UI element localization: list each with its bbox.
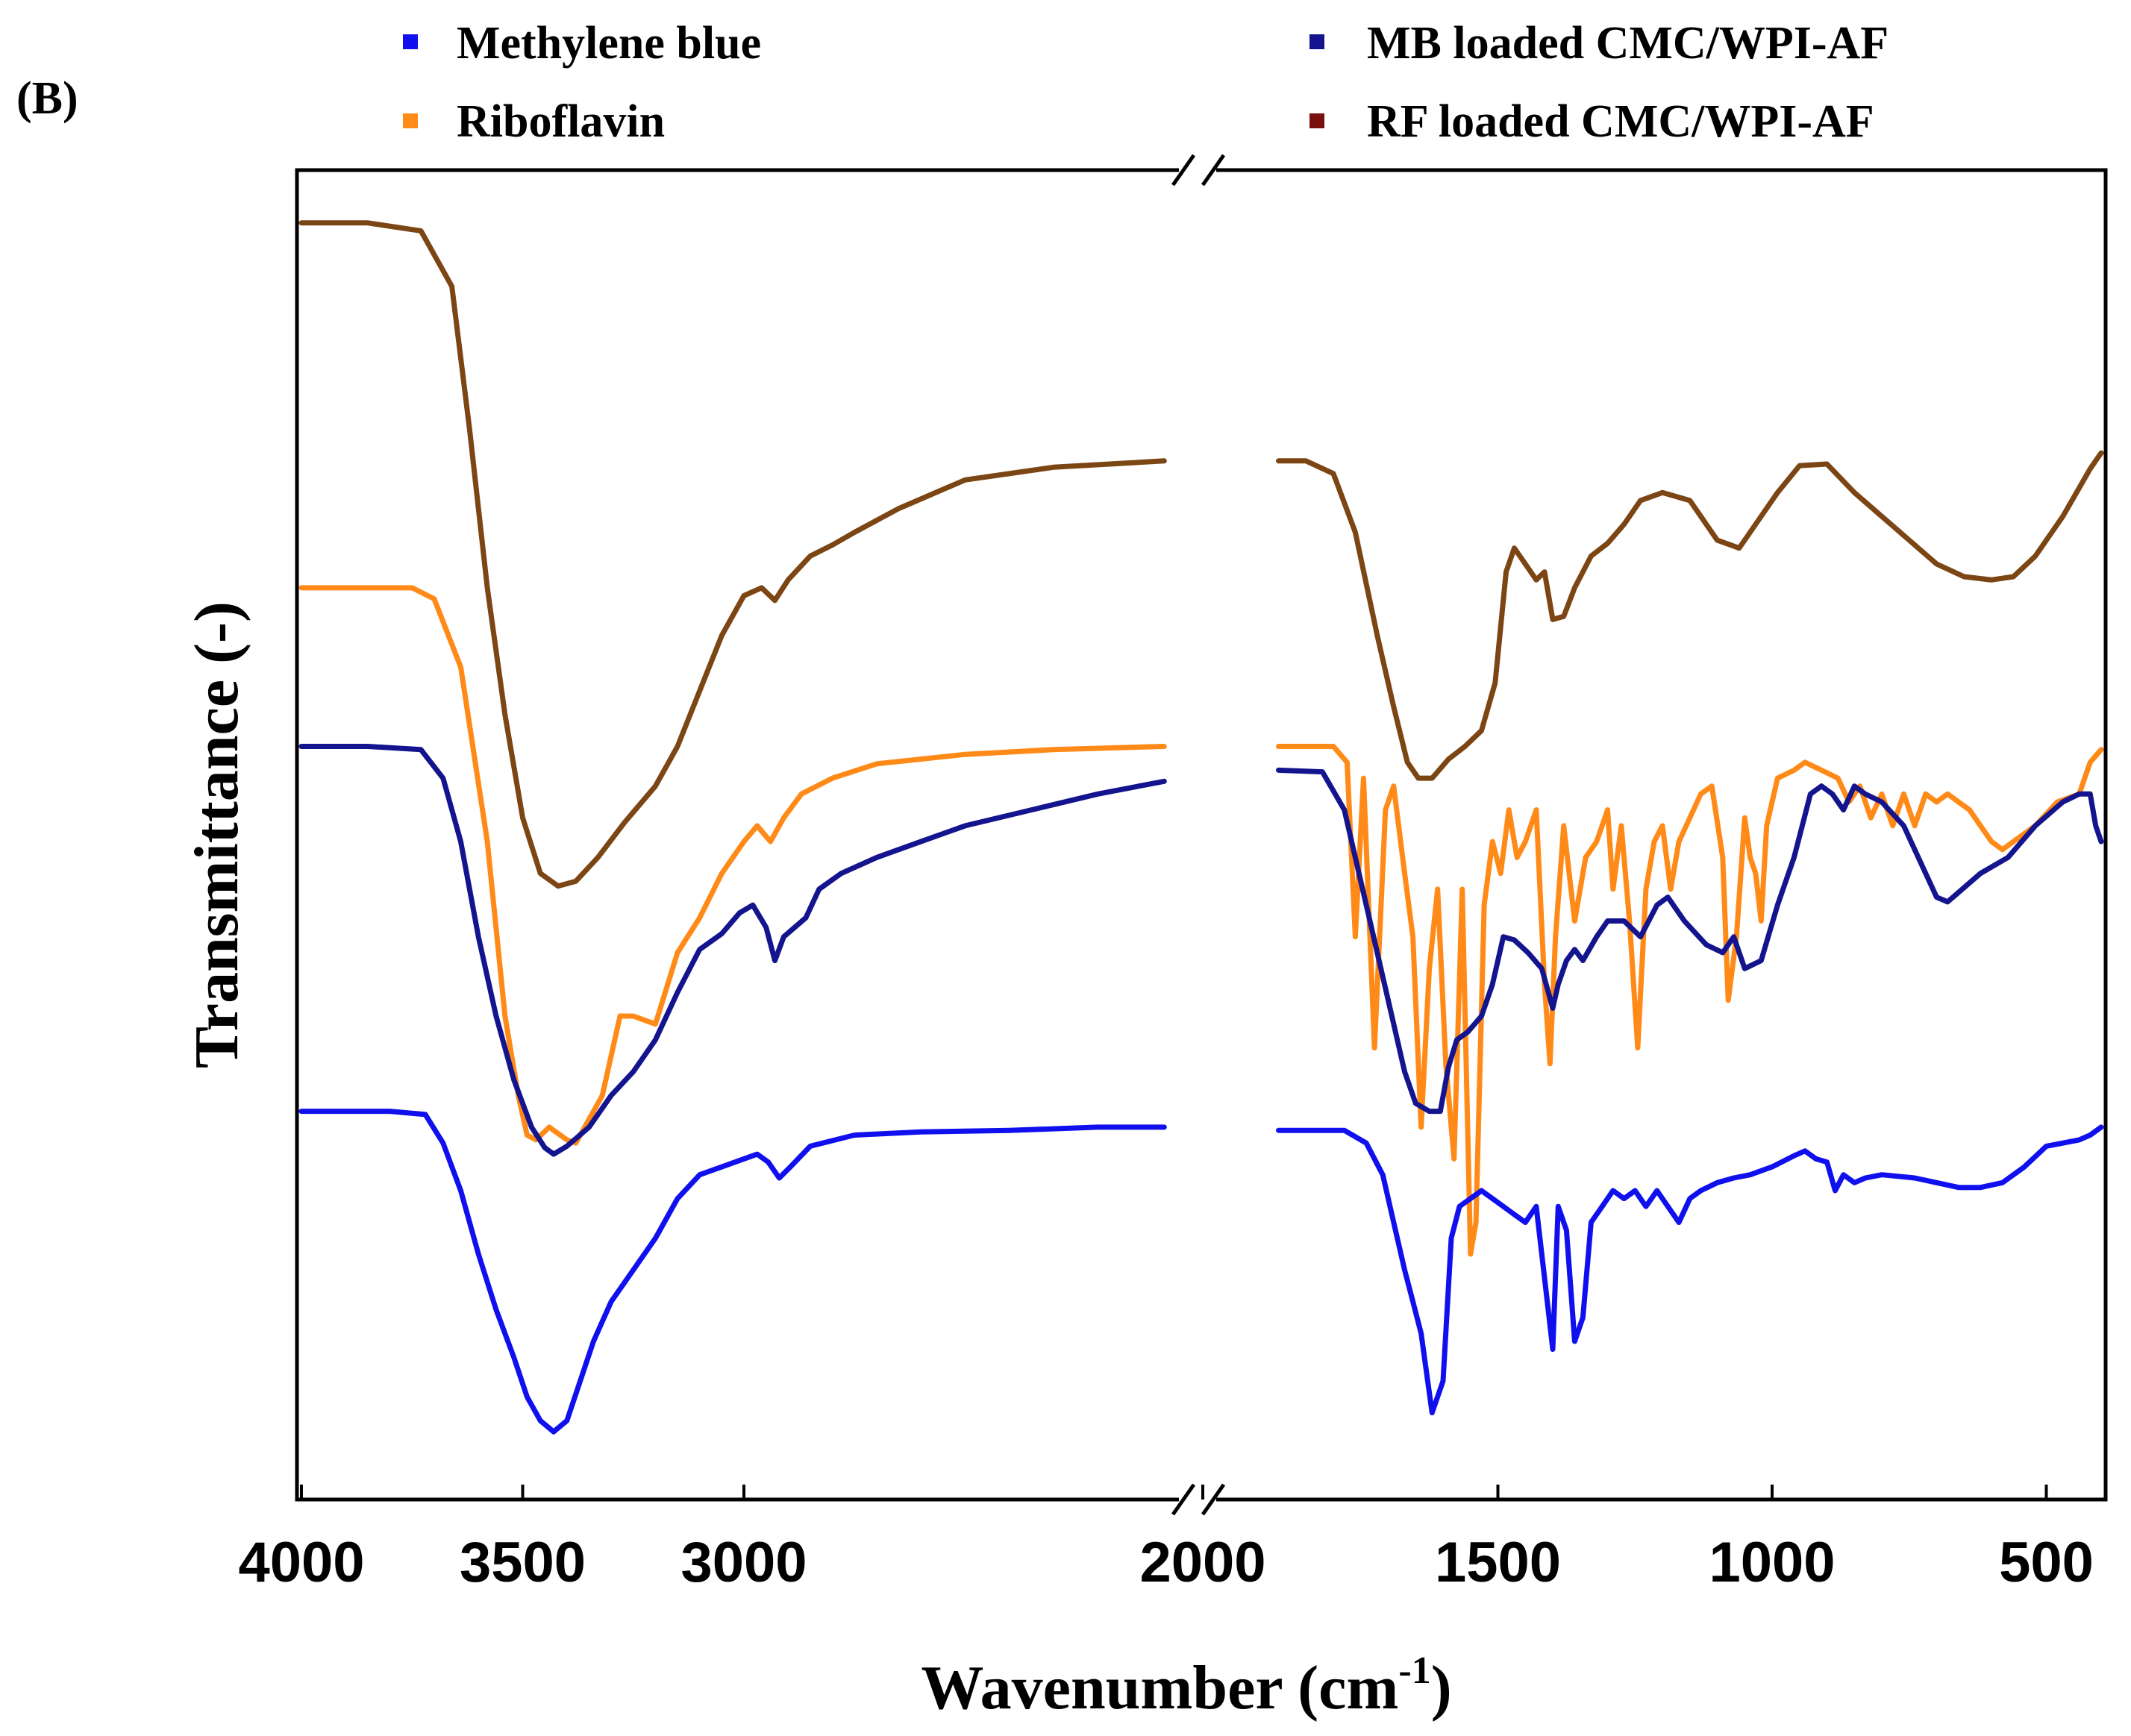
legend-swatch-rf-loaded (1309, 113, 1324, 128)
panel-label: (B) (16, 73, 78, 124)
series-riboflavin-right (1276, 744, 2104, 1257)
legend-entry-riboflavin: Riboflavin (403, 96, 665, 147)
series-layer (298, 220, 2104, 1435)
x-tick-label-1500: 1500 (1435, 1531, 1561, 1594)
x-tick-label-2000: 2000 (1139, 1531, 1265, 1594)
legend-label-riboflavin: Riboflavin (457, 96, 665, 147)
legend-label-rf-loaded: RF loaded CMC/WPI-AF (1367, 96, 1874, 147)
legend-swatch-methylene-blue (403, 34, 418, 49)
legend-swatch-riboflavin (403, 113, 418, 128)
series-methylene-blue-right (1276, 1124, 2104, 1416)
x-tick-label-500: 500 (1999, 1531, 2094, 1594)
legend-swatch-mb-loaded (1309, 34, 1324, 49)
series-rf-loaded-cmc-wpi-af-right (1276, 450, 2104, 781)
x-axis-label: Wavenumber (cm-1) (921, 1649, 1451, 1723)
y-axis-label: Transmittance (-) (182, 601, 251, 1068)
series-methylene-blue-left (298, 1109, 1167, 1435)
axis-break-bottom (1171, 1483, 1226, 1516)
legend-entry-mb-loaded: MB loaded CMC/WPI-AF (1309, 18, 1889, 69)
x-ticks: 4000 3500 3000 2000 1500 1000 500 (238, 1485, 2094, 1594)
series-mb-loaded-cmc-wpi-af-left (298, 744, 1167, 1157)
x-axis-label-sup: -1 (1398, 1649, 1430, 1692)
axis-break-top (1171, 154, 1226, 187)
x-tick-label-4000: 4000 (238, 1531, 364, 1594)
x-axis-label-text: Wavenumber (cm (921, 1653, 1398, 1723)
legend-entry-methylene-blue: Methylene blue (403, 18, 761, 69)
x-axis-label-tail: ) (1431, 1653, 1452, 1723)
series-riboflavin-left (298, 585, 1167, 1146)
x-tick-label-3500: 3500 (460, 1531, 586, 1594)
plot-frame (295, 168, 2108, 1502)
x-tick-label-3000: 3000 (680, 1531, 807, 1594)
legend-entry-rf-loaded: RF loaded CMC/WPI-AF (1309, 96, 1874, 147)
series-rf-loaded-cmc-wpi-af-left (298, 220, 1167, 889)
legend-label-methylene-blue: Methylene blue (457, 18, 761, 69)
x-tick-label-1000: 1000 (1709, 1531, 1835, 1594)
svg-text:Wavenumber (cm-1): Wavenumber (cm-1) (921, 1649, 1451, 1723)
series-mb-loaded-cmc-wpi-af-right (1276, 767, 2104, 1115)
legend-label-mb-loaded: MB loaded CMC/WPI-AF (1367, 18, 1889, 69)
legend: Methylene blue Riboflavin MB loaded CMC/… (403, 18, 1889, 147)
